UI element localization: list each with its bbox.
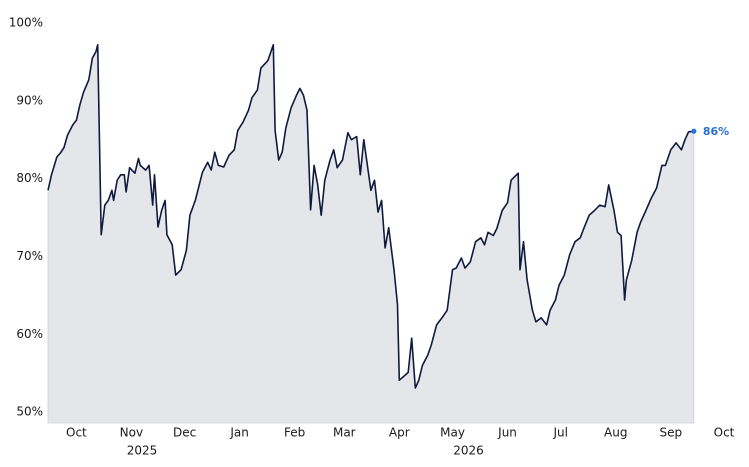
area-fill	[47, 44, 695, 424]
year-label: 2025	[127, 444, 158, 458]
x-tick-label: Apr	[389, 426, 410, 440]
x-tick-label: May	[440, 426, 465, 440]
x-tick-label: Oct	[66, 426, 87, 440]
x-tick-label: Jul	[553, 426, 568, 440]
x-tick-label: Feb	[284, 426, 305, 440]
y-tick-label: 80%	[16, 171, 43, 185]
y-tick-label: 90%	[16, 93, 43, 107]
x-tick-label: Dec	[173, 426, 196, 440]
y-tick-label: 50%	[16, 405, 43, 419]
x-tick-label: Oct	[714, 426, 735, 440]
year-label: 2026	[453, 444, 484, 458]
x-tick-label: Jun	[497, 426, 517, 440]
x-tick-label: Nov	[120, 426, 143, 440]
end-dot	[691, 128, 697, 134]
x-tick-label: Aug	[604, 426, 627, 440]
x-tick-label: Mar	[333, 426, 356, 440]
y-tick-label: 100%	[9, 16, 43, 30]
line	[47, 44, 694, 389]
end-label: 86%	[703, 125, 729, 138]
y-tick-label: 70%	[16, 249, 43, 263]
y-tick-label: 60%	[16, 327, 43, 341]
x-tick-label: Sep	[659, 426, 682, 440]
x-tick-label: Jan	[229, 426, 249, 440]
